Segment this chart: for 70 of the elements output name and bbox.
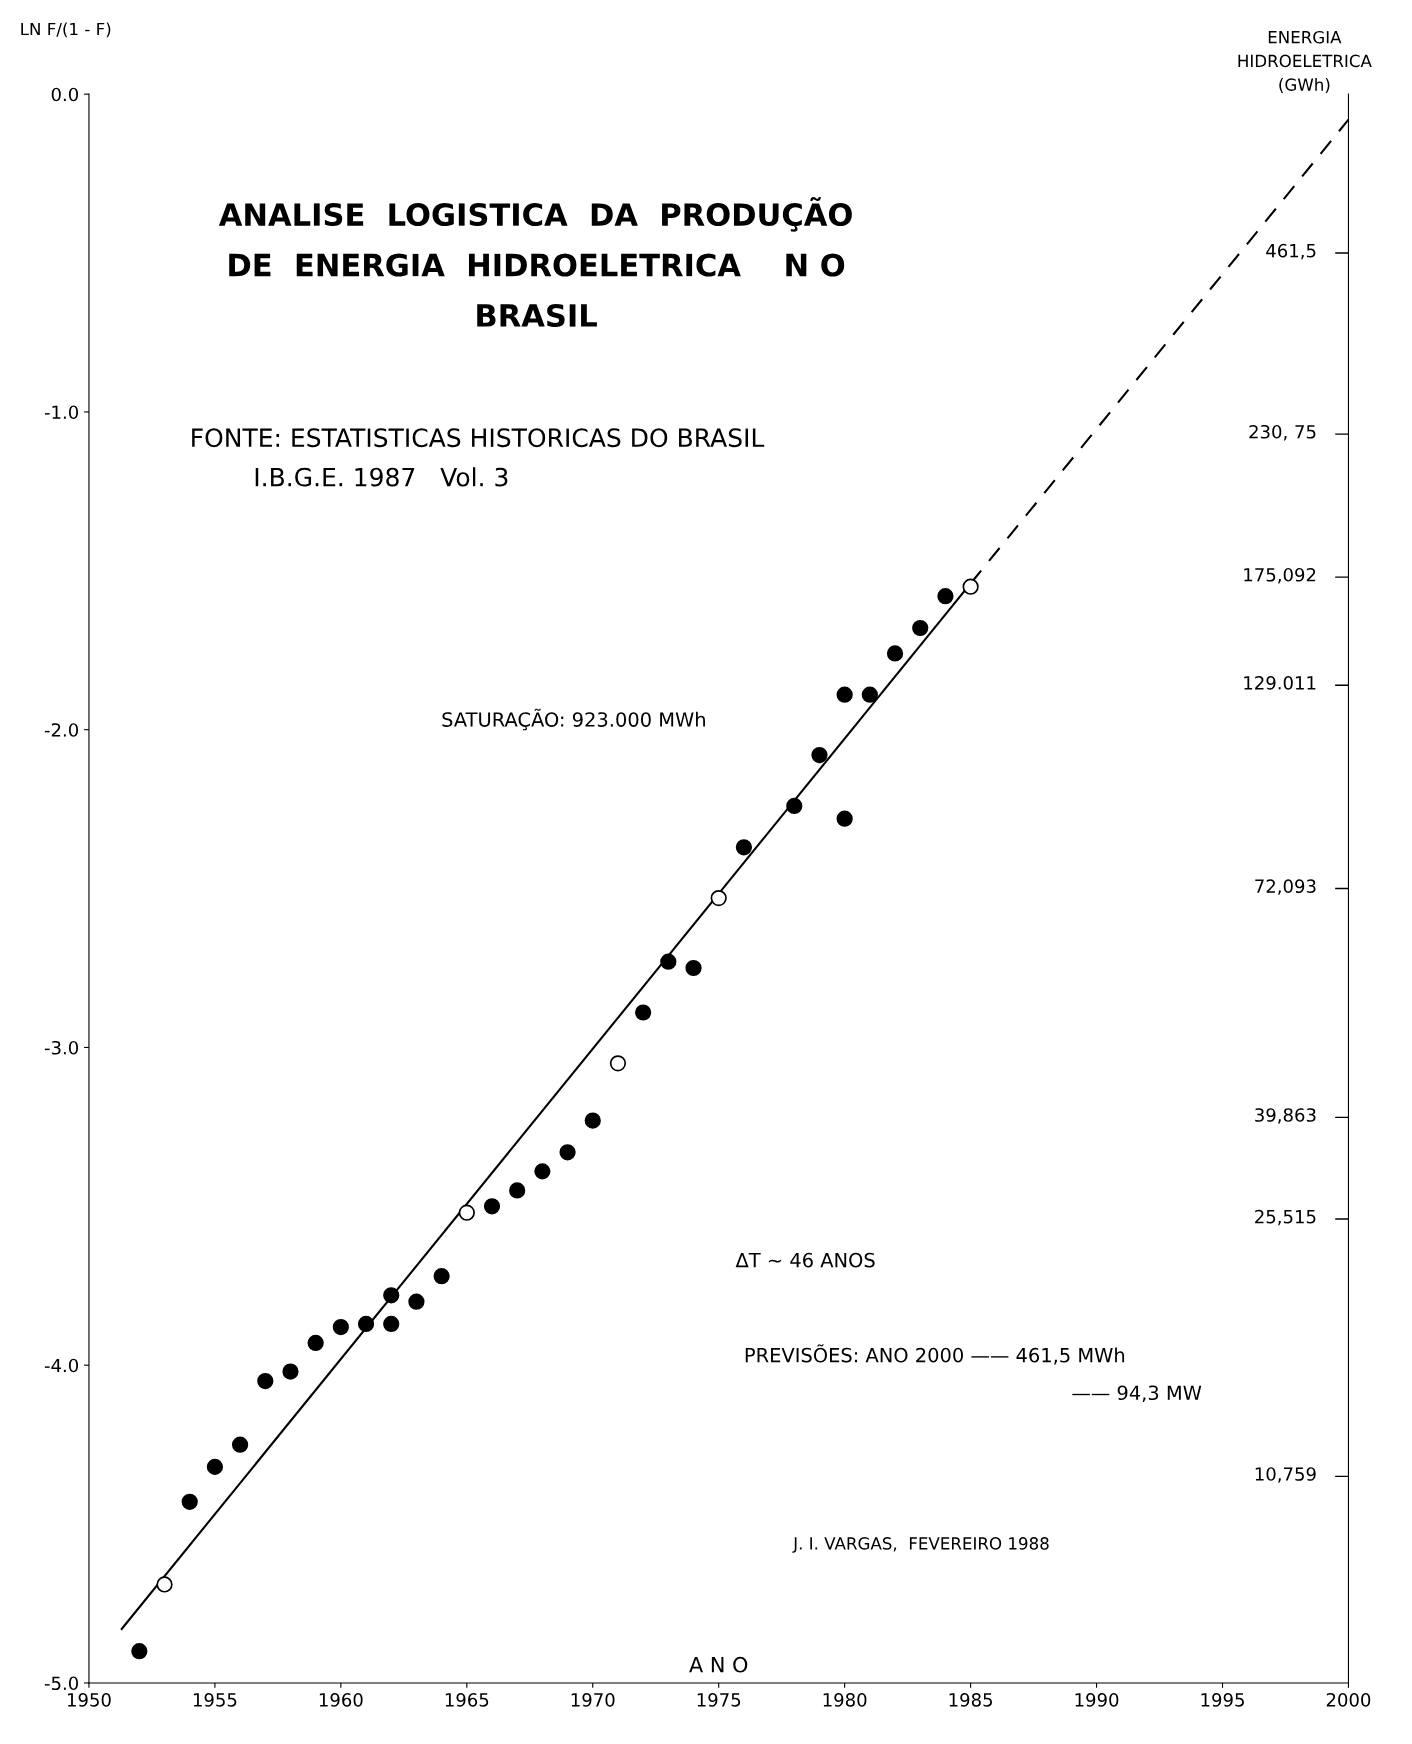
y-tick-label: -3.0 <box>44 1040 79 1055</box>
point <box>912 619 929 637</box>
point <box>886 645 904 662</box>
text: ANALISE LOGISTICA DA PRODUÇÃO DE ENERGIA HIDROELETRICA N O BRASIL <box>218 197 852 328</box>
point <box>584 1112 601 1129</box>
point <box>433 1268 450 1285</box>
point <box>836 686 853 703</box>
x-tick-label: 1990 <box>1075 1693 1119 1707</box>
point <box>383 1315 400 1333</box>
annotation: J. I. VARGAS, FEVEREIRO 1988 <box>792 1537 1049 1553</box>
y-tick-label: -4.0 <box>44 1358 79 1373</box>
x-tick-label: 1980 <box>823 1693 867 1707</box>
x-tick-label: 2000 <box>1326 1693 1371 1707</box>
y-tick-label: -2.0 <box>44 723 79 737</box>
point <box>458 1204 475 1221</box>
point <box>307 1334 324 1352</box>
x-tick-label: 1985 <box>949 1693 993 1707</box>
annotation: 10,759 <box>1255 1467 1316 1483</box>
point <box>962 578 979 595</box>
annotation: PREVISÕES: ANO 2000 —— 461,5 MWh <box>745 1344 1125 1365</box>
point <box>937 588 954 605</box>
annotation: 25,515 <box>1255 1209 1316 1226</box>
y-tick-label: -1.0 <box>44 405 79 420</box>
point <box>685 959 702 977</box>
point <box>660 953 677 970</box>
annotation: FONTE: ESTATISTICAS HISTORICAS DO BRASIL I.B.G.E. 1987 Vol. 3 <box>192 428 765 487</box>
annotation: 461,5 <box>1266 243 1316 260</box>
point <box>156 1576 173 1593</box>
y-tick-label: -5.0 <box>44 1676 79 1691</box>
point <box>131 1643 148 1660</box>
point <box>332 1318 349 1336</box>
point <box>635 1004 652 1021</box>
point <box>534 1163 551 1180</box>
point <box>559 1144 576 1161</box>
point <box>836 810 853 827</box>
point <box>408 1293 425 1310</box>
point <box>483 1198 501 1215</box>
annotation: 129.011 <box>1244 675 1316 690</box>
point <box>609 1055 627 1072</box>
y2-axis-title: ENERGIA HIDROELETRICA (GWh) <box>1238 30 1372 93</box>
annotation: 230, 75 <box>1249 424 1316 441</box>
point <box>357 1315 375 1333</box>
point <box>383 1287 400 1304</box>
y-tick-label: 0.0 <box>51 87 79 102</box>
point <box>181 1493 198 1510</box>
annotation: ΔT ~ 46 ANOS <box>735 1252 875 1268</box>
annotation: 39,863 <box>1255 1108 1316 1124</box>
x-tick-label: 1960 <box>319 1693 363 1707</box>
x-tick-label: 1955 <box>193 1693 237 1707</box>
point <box>257 1372 274 1390</box>
point <box>206 1458 224 1476</box>
annotation: —— 94,3 MW <box>1072 1385 1202 1403</box>
point <box>861 686 878 703</box>
x-axis-title: A N O <box>689 1656 748 1673</box>
point <box>735 839 753 856</box>
x-tick-label: 1995 <box>1201 1693 1244 1707</box>
point <box>786 797 803 815</box>
point <box>509 1182 526 1199</box>
annotation: 72,093 <box>1255 879 1316 895</box>
x-tick-label: 1975 <box>697 1693 741 1707</box>
annotation: 175,092 <box>1244 567 1316 584</box>
annotation: SATURAÇÃO: 923.000 MWh <box>442 708 705 731</box>
point <box>282 1363 299 1380</box>
x-tick-label: 1970 <box>571 1693 615 1707</box>
x-tick-label: 1965 <box>445 1693 489 1707</box>
point <box>231 1436 249 1453</box>
x-tick-label: 1950 <box>67 1693 111 1707</box>
point <box>811 746 828 764</box>
y-axis-title: LN F/(1 - F) <box>21 22 111 38</box>
point <box>710 889 727 907</box>
